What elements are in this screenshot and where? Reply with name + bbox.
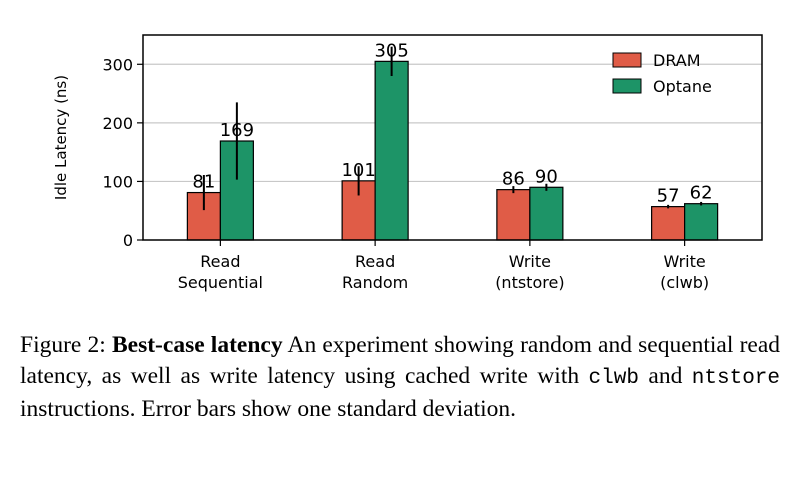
caption-prefix: Figure 2: xyxy=(20,332,112,358)
bar-optane xyxy=(529,186,564,241)
legend-label-optane: Optane xyxy=(653,77,712,96)
x-tick-label: Random xyxy=(342,273,408,292)
x-tick-label: (clwb) xyxy=(660,273,709,292)
x-axis: Read Sequential Read Random Write (ntstore) Wr… xyxy=(178,240,709,292)
y-tick-label: 100 xyxy=(102,172,133,191)
bar-optane xyxy=(684,203,719,241)
data-label: 62 xyxy=(690,183,713,204)
bar-optane xyxy=(374,60,409,241)
caption-text-3: instructions. Error bars show one standa… xyxy=(20,396,517,422)
plot-frame xyxy=(142,34,763,241)
error-bars xyxy=(202,46,703,211)
x-tick-label: Read xyxy=(355,252,395,271)
caption-text-1: An experiment showing random and sequent… xyxy=(20,332,781,389)
x-tick-label: (ntstore) xyxy=(495,273,564,292)
legend: DRAM Optane xyxy=(612,51,712,96)
caption-code-clwb: clwb xyxy=(588,367,639,390)
legend-swatch-dram xyxy=(612,52,642,68)
data-label: 101 xyxy=(341,160,375,181)
caption-bold: Best-case latency xyxy=(111,332,283,358)
data-label: 81 xyxy=(192,172,215,193)
figure-caption: Figure 2: Best-case latency An experimen… xyxy=(20,330,780,425)
y-axis-label: Idle Latency (ns) xyxy=(52,75,70,200)
x-tick-label: Write xyxy=(509,252,551,271)
x-tick-label: Sequential xyxy=(178,273,263,292)
y-tick-label: 200 xyxy=(102,114,133,133)
data-label: 86 xyxy=(502,169,525,190)
bar-dram xyxy=(651,206,686,241)
bar-chart: 81 169 101 305 86 90 57 62 0 100 200 300 Read Seque… xyxy=(52,34,763,292)
legend-label-dram: DRAM xyxy=(653,51,701,70)
data-label: 305 xyxy=(374,40,408,61)
data-label: 169 xyxy=(220,120,254,141)
y-tick-label: 0 xyxy=(123,231,133,250)
bars xyxy=(186,60,719,241)
y-tick-label: 300 xyxy=(102,55,133,74)
x-tick-label: Write xyxy=(664,252,706,271)
legend-swatch-optane xyxy=(612,78,642,94)
caption-code-ntstore: ntstore xyxy=(691,367,780,390)
data-label: 57 xyxy=(657,186,680,207)
data-labels: 81 169 101 305 86 90 57 62 xyxy=(192,40,712,206)
y-axis: 0 100 200 300 xyxy=(102,55,143,250)
bar-dram xyxy=(496,189,531,241)
x-tick-label: Read xyxy=(200,252,240,271)
caption-text-2: and xyxy=(638,363,692,389)
data-label: 90 xyxy=(535,166,558,187)
